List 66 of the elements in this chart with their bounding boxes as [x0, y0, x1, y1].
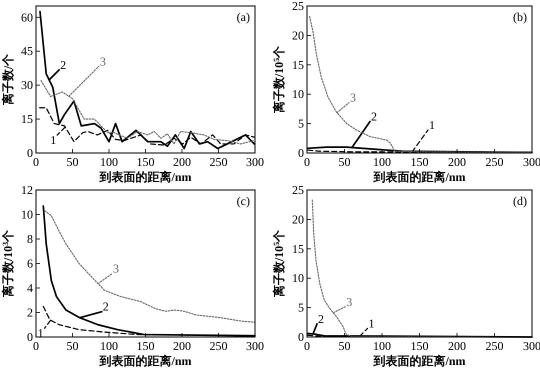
y-tick-label: 0	[27, 330, 33, 344]
y-tick-label: 10	[292, 271, 304, 286]
y-tick-label: 15	[292, 58, 304, 72]
legend-label: 3	[346, 294, 352, 309]
y-tick-label: 2	[27, 306, 33, 320]
y-tick-label: 5	[298, 300, 304, 315]
y-tick-label: 8	[27, 232, 33, 246]
x-tick-label: 250	[210, 155, 228, 169]
x-tick-label: 50	[66, 339, 78, 353]
y-tick-label: 0	[298, 330, 304, 344]
text: 2	[371, 110, 377, 124]
series-label: 2	[60, 58, 66, 72]
x-tick-label: 150	[410, 155, 428, 169]
y-tick-label: 10	[21, 208, 33, 222]
y-tick-label: 10	[292, 87, 304, 102]
x-axis-title: 到表面的距离/nm	[98, 354, 192, 368]
series-label: 1	[368, 316, 374, 330]
x-tick-label: 50	[66, 155, 78, 169]
x-tick-label: 300	[246, 155, 264, 169]
y-tick-label: 12	[21, 183, 33, 197]
x-tick-label: 100	[100, 155, 118, 169]
x-tick-label: 100	[373, 339, 391, 353]
chart-title: (d)	[513, 194, 527, 208]
chart-title: (a)	[236, 10, 250, 24]
y-tick-label: 0	[27, 146, 33, 160]
chart-title: (c)	[236, 194, 250, 208]
x-tick-label: 200	[173, 339, 191, 353]
text: 3	[100, 54, 106, 68]
x-tick-label: 50	[338, 155, 350, 169]
series-label: 3	[350, 90, 356, 105]
y-tick-label: 0	[298, 146, 304, 160]
y-tick-label: 15	[21, 112, 33, 126]
x-tick-label: 50	[338, 339, 350, 353]
y-tick-label: 15	[292, 242, 304, 256]
y-tick-label: 6	[27, 256, 33, 270]
y-tick-label: 60	[21, 10, 33, 24]
chart-title: (b)	[513, 10, 527, 24]
y-tick-label: 20	[292, 28, 304, 42]
y-tick-label: 30	[21, 78, 33, 92]
x-tick-label: 250	[486, 155, 504, 169]
y-tick-label: 45	[21, 44, 33, 58]
x-tick-label: 100	[373, 155, 391, 169]
y-tick-label: 25	[292, 183, 304, 197]
x-tick-label: 150	[410, 339, 428, 353]
y-tick-label: 20	[292, 212, 304, 226]
x-axis-title: 到表面的距离/nm	[98, 170, 192, 184]
x-tick-label: 200	[448, 155, 466, 169]
legend-label: 1	[50, 133, 56, 148]
x-tick-label: 200	[448, 339, 466, 353]
x-axis-title: 到表面的距离/nm	[372, 354, 466, 368]
x-axis-title: 到表面的距离/nm	[372, 170, 466, 184]
x-tick-label: 250	[486, 339, 504, 353]
legend-label: 2	[102, 300, 109, 314]
x-tick-label: 300	[246, 339, 264, 353]
x-tick-label: 150	[136, 339, 154, 353]
series-label: 3	[113, 262, 120, 276]
series-label: 2	[318, 312, 324, 326]
x-tick-label: 250	[210, 339, 228, 353]
x-tick-label: 100	[100, 339, 118, 353]
y-tick-label: 5	[298, 116, 304, 131]
x-tick-label: 200	[173, 155, 191, 169]
y-axis-title: 离子数/个	[1, 52, 15, 106]
y-tick-label: 25	[292, 0, 304, 13]
x-tick-label: 150	[136, 155, 154, 169]
series-label: 1	[429, 118, 435, 132]
y-tick-label: 4	[27, 281, 33, 295]
